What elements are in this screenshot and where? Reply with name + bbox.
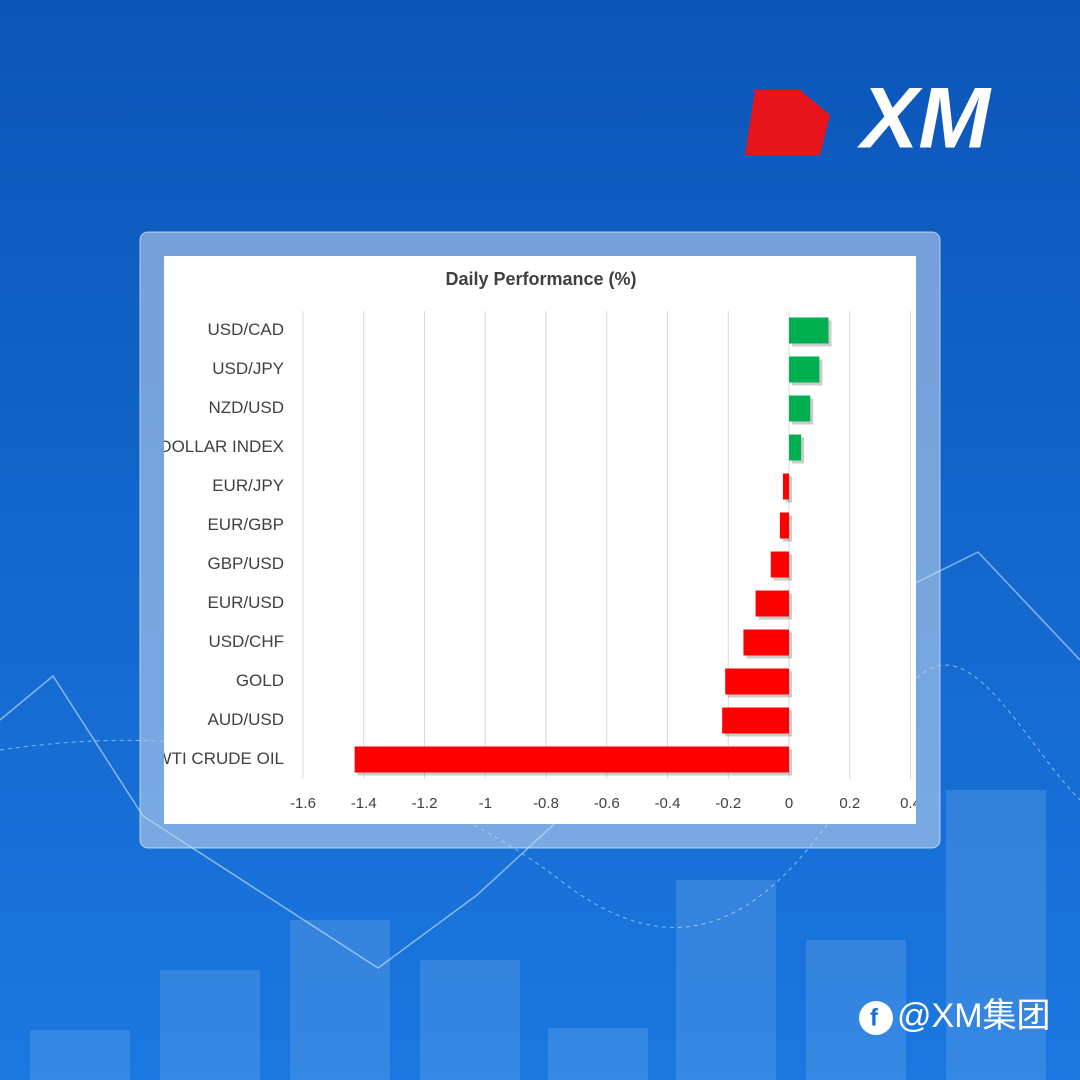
chart-title: Daily Performance (%) (445, 269, 636, 289)
y-tick-label: EUR/JPY (212, 476, 284, 495)
bar (789, 434, 802, 461)
bar (743, 629, 789, 656)
y-tick-label: NZD/USD (208, 398, 284, 417)
background-dashed (0, 664, 1080, 928)
bar (722, 707, 789, 734)
bar (789, 317, 829, 344)
bar (725, 668, 789, 695)
facebook-icon (859, 1001, 893, 1035)
bar (789, 356, 820, 383)
watermark: @XM集团 (897, 997, 1051, 1035)
background-bars (30, 790, 1046, 1080)
logo-mark (745, 90, 830, 155)
bar (354, 746, 789, 773)
y-tick-label: GBP/USD (207, 554, 284, 573)
x-tick-label: -1.4 (351, 795, 377, 812)
bar (779, 512, 789, 539)
chart-area (164, 256, 916, 824)
y-tick-label: USD/JPY (212, 359, 284, 378)
x-tick-label: 0.2 (839, 795, 860, 812)
x-tick-label: -0.4 (655, 795, 681, 812)
bar (782, 473, 789, 500)
y-tick-label: USD/CHF (208, 632, 284, 651)
bar (789, 395, 811, 422)
y-tick-label: USD/CAD (207, 320, 284, 339)
x-tick-label: -0.2 (715, 795, 741, 812)
y-tick-label: WTI CRUDE OIL (156, 749, 284, 768)
x-tick-label: -0.6 (594, 795, 620, 812)
x-tick-label: -1.2 (412, 795, 438, 812)
x-tick-label: -1.6 (290, 795, 316, 812)
plot: -1.6 -1.4 -1.2 -1 -0.8 -0.6 -0.4 -0.2 0 0.2 0.4 USD… (156, 311, 921, 812)
bar (755, 590, 789, 617)
y-tick-label: EUR/USD (207, 593, 284, 612)
facebook-f: f (870, 1004, 879, 1031)
x-tick-label: -0.8 (533, 795, 559, 812)
x-tick-label: -1 (479, 795, 492, 812)
y-tick-label: EUR/GBP (207, 515, 284, 534)
x-tick-label: 0 (785, 795, 793, 812)
y-tick-label: DOLLAR INDEX (159, 437, 284, 456)
brand-logo: XM (857, 71, 992, 167)
y-tick-label: AUD/USD (207, 710, 284, 729)
bar (770, 551, 789, 578)
y-tick-label: GOLD (236, 671, 284, 690)
x-tick-label: 0.4 (900, 795, 921, 812)
